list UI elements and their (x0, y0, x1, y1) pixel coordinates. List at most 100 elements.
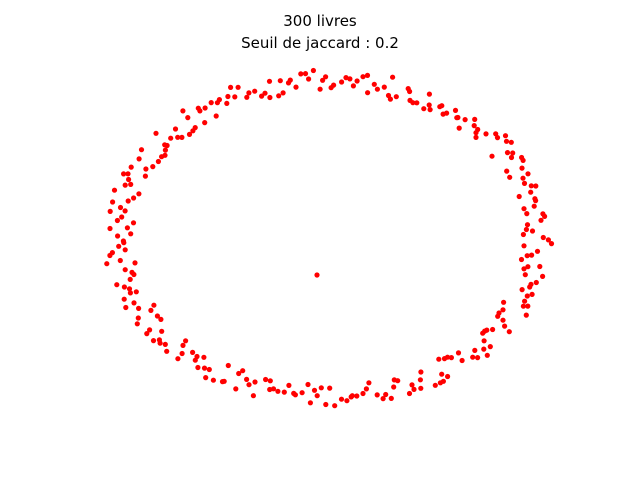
scatter-point (292, 392, 298, 398)
scatter-point (285, 80, 292, 86)
scatter-point (190, 128, 196, 134)
scatter-point (475, 126, 481, 133)
scatter-point (252, 88, 258, 94)
scatter-point (115, 233, 121, 239)
scatter-point (232, 94, 238, 100)
center-node-point (314, 272, 320, 278)
chart-title: 300 livres (283, 12, 357, 30)
scatter-point (192, 357, 198, 363)
scatter-point (452, 107, 459, 113)
scatter-point (371, 81, 377, 87)
scatter-point (186, 131, 193, 137)
scatter-point (493, 131, 499, 137)
scatter-point (529, 228, 536, 234)
scatter-point (500, 307, 506, 313)
scatter-point (153, 130, 159, 136)
scatter-point (228, 84, 234, 90)
scatter-point (365, 90, 371, 96)
scatter-point (107, 208, 113, 214)
scatter-point (534, 248, 541, 254)
scatter-point (518, 256, 525, 263)
scatter-point (406, 390, 413, 397)
scatter-point (407, 97, 413, 103)
scatter-point (206, 366, 212, 373)
scatter-point (540, 273, 546, 279)
scatter-point (339, 79, 345, 85)
scatter-point (364, 72, 371, 78)
scatter-point (472, 347, 478, 353)
scatter-point (437, 104, 443, 110)
scatter-point (136, 305, 142, 311)
scatter-point (208, 100, 214, 106)
scatter-point (136, 156, 142, 162)
scatter-point (213, 113, 219, 119)
scatter-point (529, 252, 535, 258)
scatter-point (195, 364, 201, 371)
scatter-point (116, 243, 122, 249)
scatter-point (121, 284, 127, 290)
scatter-point (409, 382, 415, 388)
scatter-point (104, 261, 110, 267)
scatter-point (529, 291, 535, 297)
scatter-point (246, 382, 252, 388)
scatter-point (381, 84, 387, 90)
scatter-point (128, 164, 134, 170)
scatter-point (470, 354, 476, 360)
scatter-point (157, 340, 163, 346)
scatter-point (519, 154, 525, 161)
scatter-point (144, 331, 150, 337)
scatter-point (244, 94, 250, 100)
scatter-point (533, 183, 539, 189)
scatter-point (496, 310, 502, 316)
scatter-point (473, 134, 479, 140)
scatter-point (344, 398, 350, 404)
scatter-point (436, 356, 442, 362)
scatter-point (533, 279, 539, 286)
scatter-point (134, 321, 140, 327)
scatter-point (502, 323, 508, 329)
scatter-point (504, 168, 510, 174)
scatter-point (426, 102, 432, 108)
scatter-point (439, 371, 445, 377)
scatter-point (537, 263, 543, 270)
scatter-point (162, 142, 168, 148)
scatter-point (506, 329, 512, 335)
scatter-point (545, 237, 552, 243)
scatter-point (391, 384, 397, 390)
scatter-point (210, 377, 216, 383)
scatter-point (481, 346, 487, 352)
scatter-point (502, 133, 509, 139)
scatter-point (354, 393, 360, 399)
scatter-point (489, 153, 495, 159)
scatter-point (158, 316, 164, 322)
scatter-point (524, 293, 530, 299)
scatter-point (117, 204, 124, 211)
scatter-point (524, 211, 530, 217)
scatter-point (175, 134, 181, 140)
scatter-point (164, 348, 170, 354)
scatter-point (190, 349, 196, 355)
scatter-point (510, 150, 516, 156)
scatter-point (383, 391, 389, 398)
scatter-point (131, 300, 137, 306)
scatter-point (201, 354, 207, 360)
scatter-point (259, 93, 265, 99)
scatter-point (159, 328, 165, 334)
scatter-point (302, 71, 309, 77)
scatter-point (225, 93, 231, 100)
scatter-point (440, 378, 446, 384)
scatter-point (507, 174, 513, 180)
scatter-point (266, 78, 273, 84)
scatter-point (147, 327, 153, 333)
scatter-point (180, 342, 186, 348)
chart-subtitle: Seuil de jaccard : 0.2 (241, 34, 399, 52)
scatter-point (132, 260, 138, 266)
scatter-point (252, 379, 258, 385)
scatter-point (490, 326, 496, 333)
scatter-point (521, 206, 527, 212)
scatter-point (138, 147, 145, 153)
scatter-point (122, 247, 128, 253)
scatter-point (414, 100, 420, 106)
scatter-point (360, 390, 366, 397)
scatter-point (528, 183, 534, 189)
